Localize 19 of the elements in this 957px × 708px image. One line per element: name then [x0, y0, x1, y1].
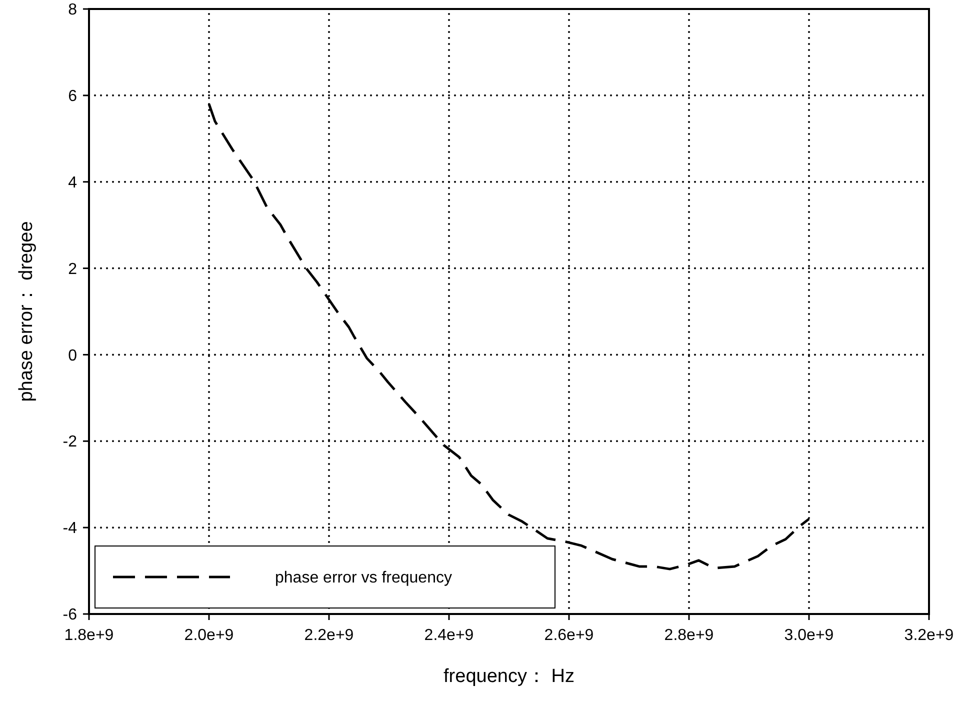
x-axis-title: frequency： Hz [444, 666, 574, 687]
x-tick-label: 3.0e+9 [784, 627, 834, 644]
y-tick-label: 2 [68, 260, 78, 278]
y-tick-label: 4 [68, 174, 78, 192]
y-tick-label: -2 [62, 434, 78, 451]
y-tick-label: 0 [68, 347, 78, 364]
y-tick-label: -6 [62, 606, 78, 624]
x-tick-label: 3.2e+9 [904, 627, 954, 644]
x-tick-label: 2.0e+9 [184, 627, 234, 644]
x-tick-label: 2.8e+9 [664, 627, 714, 644]
y-tick-label: 8 [68, 2, 78, 19]
x-tick-label: 2.6e+9 [544, 627, 594, 644]
y-tick-label: 6 [68, 88, 78, 106]
legend: phase error vs frequency [94, 546, 556, 608]
x-tick-label: 1.8e+9 [64, 627, 114, 644]
x-tick-label: 2.2e+9 [304, 627, 354, 644]
x-tick-label: 2.4e+9 [424, 627, 474, 644]
y-tick-label: -4 [62, 520, 78, 538]
y-axis-title: phase error： dregee [16, 221, 37, 402]
